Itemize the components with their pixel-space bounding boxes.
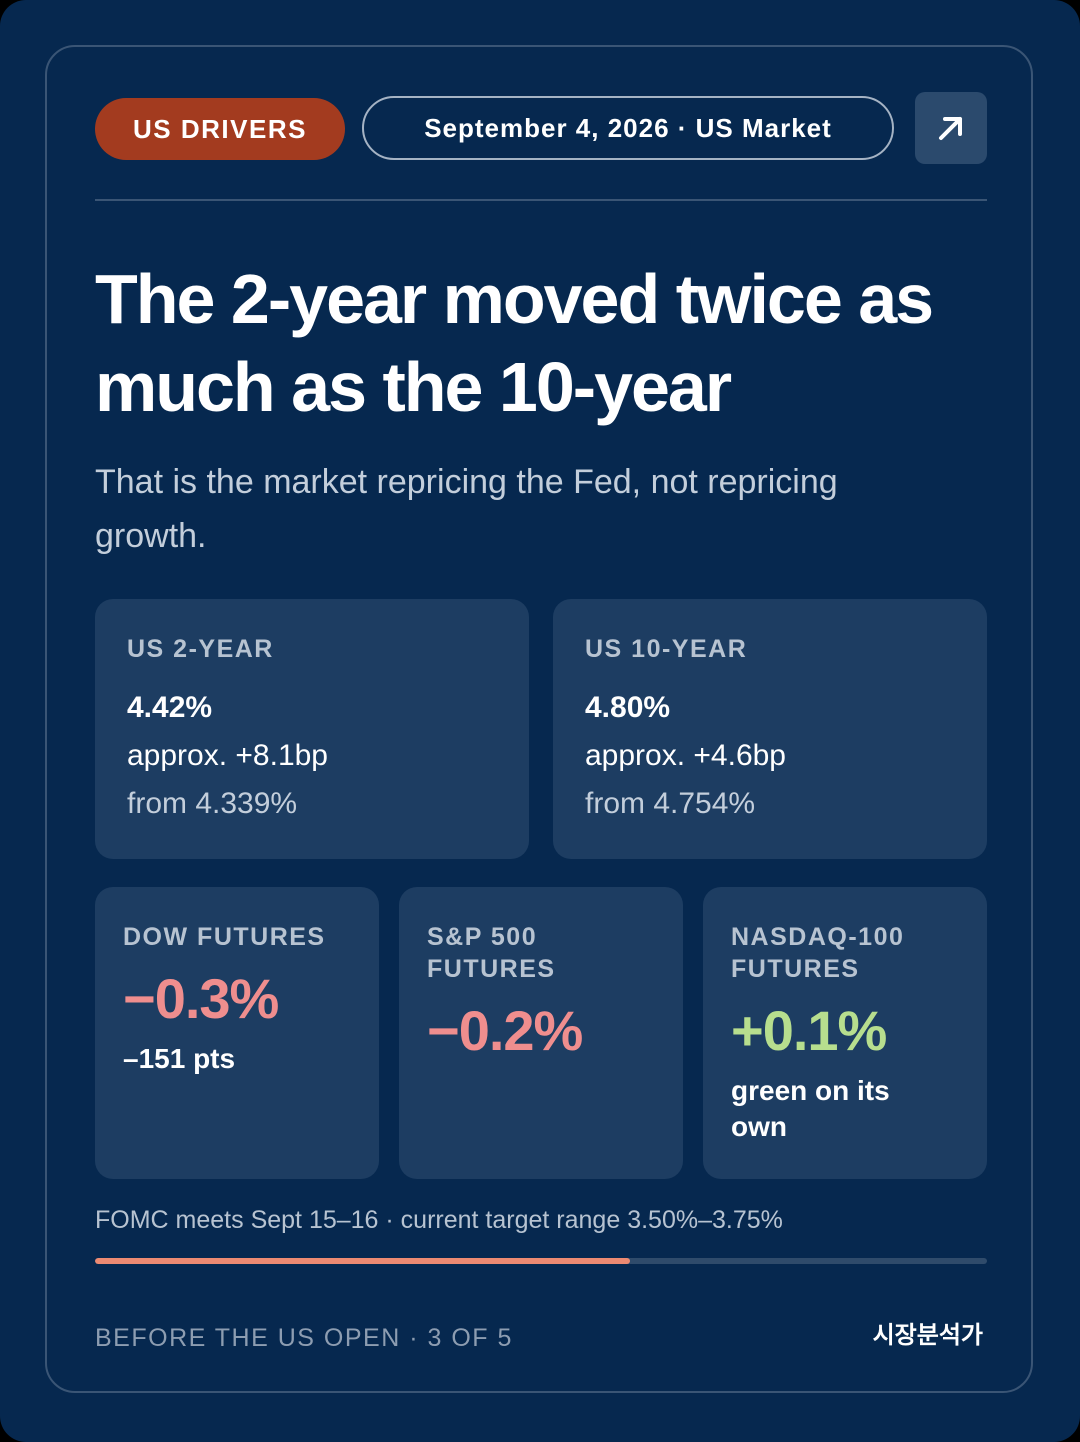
futures-note: –151 pts — [123, 1043, 236, 1074]
publisher-name: 시장분석가 — [872, 1322, 983, 1349]
futures-change: −0.3% — [123, 967, 279, 1030]
footer-position: BEFORE THE US OPEN · 3 OF 5 — [95, 1324, 513, 1352]
subheadline: That is the market repricing the Fed, no… — [95, 463, 838, 555]
us-2-year-tile[interactable]: US 2-YEAR 4.42% approx. +8.1bp from 4.33… — [95, 599, 529, 859]
fomc-footnote: FOMC meets Sept 15–16 · current target r… — [95, 1206, 783, 1234]
yield-value: 4.80% — [585, 691, 671, 724]
sp500-futures-tile[interactable]: S&P 500 FUTURES −0.2% — [399, 887, 683, 1179]
futures-change: −0.2% — [427, 999, 583, 1062]
header-divider — [95, 199, 987, 201]
yield-change: approx. +4.6bp — [585, 739, 786, 772]
dow-futures-tile[interactable]: DOW FUTURES −0.3% –151 pts — [95, 887, 379, 1179]
tile-label: US 2-YEAR — [127, 635, 274, 663]
us-10-year-tile[interactable]: US 10-YEAR 4.80% approx. +4.6bp from 4.7… — [553, 599, 987, 859]
arrow-up-right-icon — [939, 117, 962, 140]
story-progress-bar — [95, 1258, 987, 1264]
tile-label: US 10-YEAR — [585, 635, 748, 663]
yield-previous: from 4.754% — [585, 787, 756, 820]
card-header: US DRIVERS September 4, 2026 · US Market — [95, 92, 987, 167]
yield-change: approx. +8.1bp — [127, 739, 328, 772]
tile-label: NASDAQ-100 FUTURES — [731, 923, 905, 983]
share-button[interactable] — [915, 92, 987, 164]
story-card: US DRIVERS September 4, 2026 · US Market… — [45, 45, 1033, 1393]
category-pill[interactable]: US DRIVERS — [95, 98, 345, 160]
yield-value: 4.42% — [127, 691, 213, 724]
story-progress-fill — [95, 1258, 631, 1264]
nasdaq-100-futures-tile[interactable]: NASDAQ-100 FUTURES +0.1% green on its ow… — [703, 887, 987, 1179]
date-market-pill[interactable]: September 4, 2026 · US Market — [362, 96, 894, 160]
tile-label: S&P 500 FUTURES — [427, 923, 556, 983]
futures-note: green on its own — [731, 1075, 890, 1142]
yield-previous: from 4.339% — [127, 787, 298, 820]
tile-label: DOW FUTURES — [123, 923, 326, 951]
headline: The 2-year moved twice as much as the 10… — [95, 260, 934, 426]
futures-change: +0.1% — [731, 999, 887, 1062]
